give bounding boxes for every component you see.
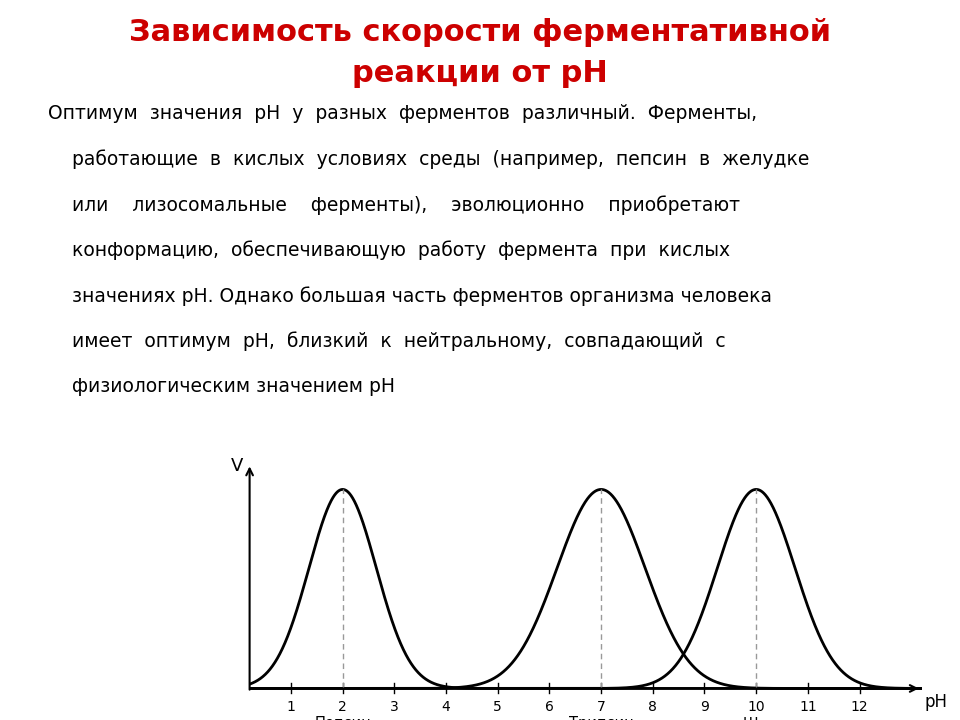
Text: имеет  оптимум  рН,  близкий  к  нейтральному,  совпадающий  с: имеет оптимум рН, близкий к нейтральному… <box>48 331 726 351</box>
Text: физиологическим значением рН: физиологическим значением рН <box>48 377 395 395</box>
Text: конформацию,  обеспечивающую  работу  фермента  при  кислых: конформацию, обеспечивающую работу ферме… <box>48 240 731 260</box>
Text: реакции от рН: реакции от рН <box>352 59 608 88</box>
Text: Пепсин: Пепсин <box>314 716 371 720</box>
Text: 2: 2 <box>338 701 347 714</box>
Text: рН: рН <box>924 693 948 711</box>
Text: V: V <box>230 456 243 474</box>
Text: 6: 6 <box>545 701 554 714</box>
Text: или    лизосомальные    ферменты),    эволюционно    приобретают: или лизосомальные ферменты), эволюционно… <box>48 195 740 215</box>
Text: 8: 8 <box>648 701 658 714</box>
Text: 9: 9 <box>700 701 708 714</box>
Text: Оптимум  значения  рН  у  разных  ферментов  различный.  Ферменты,: Оптимум значения рН у разных ферментов р… <box>48 104 757 123</box>
Text: 4: 4 <box>442 701 450 714</box>
Text: 12: 12 <box>851 701 869 714</box>
Text: 7: 7 <box>597 701 606 714</box>
Text: 11: 11 <box>799 701 817 714</box>
Text: Трипсин: Трипсин <box>568 716 634 720</box>
Text: 5: 5 <box>493 701 502 714</box>
Text: значениях рН. Однако большая часть ферментов организма человека: значениях рН. Однако большая часть ферме… <box>48 286 772 305</box>
Text: 10: 10 <box>748 701 765 714</box>
Text: Зависимость скорости ферментативной: Зависимость скорости ферментативной <box>129 18 831 47</box>
Text: работающие  в  кислых  условиях  среды  (например,  пепсин  в  желудке: работающие в кислых условиях среды (напр… <box>48 150 809 169</box>
Text: 1: 1 <box>286 701 296 714</box>
Text: 3: 3 <box>390 701 398 714</box>
Text: Щелочная: Щелочная <box>742 716 822 720</box>
